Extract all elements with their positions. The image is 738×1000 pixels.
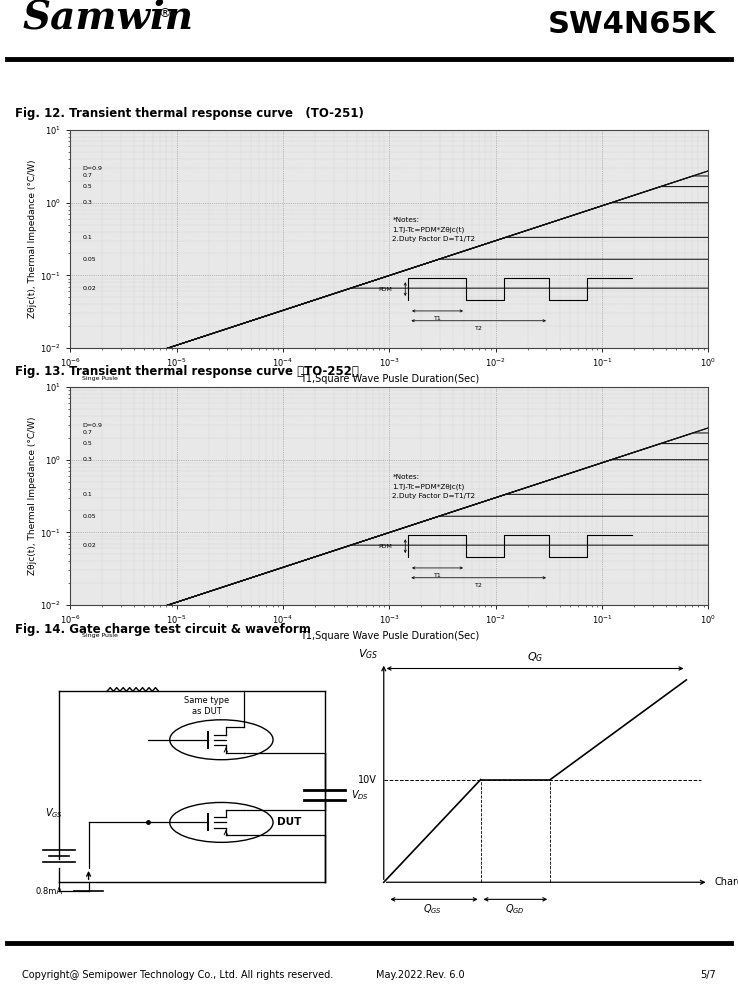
Text: Fig. 12. Transient thermal response curve   (TO-251): Fig. 12. Transient thermal response curv… [15,107,364,120]
Text: 0.7: 0.7 [82,173,92,178]
Text: T2: T2 [475,326,483,331]
Text: Samwin: Samwin [22,0,193,36]
Text: PDM: PDM [379,544,393,549]
Text: Copyright@ Semipower Technology Co., Ltd. All rights reserved.: Copyright@ Semipower Technology Co., Ltd… [22,970,334,980]
Text: $V_{DS}$: $V_{DS}$ [351,788,368,802]
Text: Same type
as DUT: Same type as DUT [184,696,230,716]
Text: Fig. 14. Gate charge test circuit & waveform: Fig. 14. Gate charge test circuit & wave… [15,624,311,637]
Text: $Q_G$: $Q_G$ [527,650,543,664]
Text: 0.5: 0.5 [82,184,92,189]
Text: 0.8mA: 0.8mA [35,887,63,896]
Text: T1: T1 [434,316,441,321]
Text: 0.5: 0.5 [82,441,92,446]
Text: 0.02: 0.02 [82,543,96,548]
Text: 10V: 10V [357,775,376,785]
Text: 0.02: 0.02 [82,286,96,291]
Y-axis label: Zθjc(t), Thermal Impedance (°C/W): Zθjc(t), Thermal Impedance (°C/W) [29,160,38,318]
Text: SW4N65K: SW4N65K [548,10,716,39]
Text: 0.1: 0.1 [82,235,92,240]
Text: Fig. 13. Transient thermal response curve （TO-252）: Fig. 13. Transient thermal response curv… [15,365,359,378]
Text: 0.7: 0.7 [82,430,92,435]
Text: 5/7: 5/7 [700,970,716,980]
Text: 0.1: 0.1 [82,492,92,497]
X-axis label: T1,Square Wave Pusle Duration(Sec): T1,Square Wave Pusle Duration(Sec) [300,374,479,384]
Text: T2: T2 [475,583,483,588]
Text: $V_{GS}$: $V_{GS}$ [45,806,63,820]
Text: PDM: PDM [379,287,393,292]
Text: ®: ® [159,7,171,20]
Text: 0.3: 0.3 [82,200,92,205]
Text: *Notes:
1.Tj-Tc=PDM*Zθjc(t)
2.Duty Factor D=T1/T2: *Notes: 1.Tj-Tc=PDM*Zθjc(t) 2.Duty Facto… [393,217,475,242]
Text: 0.05: 0.05 [82,257,96,262]
Text: $V_{GS}$: $V_{GS}$ [357,648,378,661]
Text: $Q_{GD}$: $Q_{GD}$ [506,902,525,916]
X-axis label: T1,Square Wave Pusle Duration(Sec): T1,Square Wave Pusle Duration(Sec) [300,631,479,641]
Text: May.2022.Rev. 6.0: May.2022.Rev. 6.0 [376,970,465,980]
Text: *Notes:
1.Tj-Tc=PDM*Zθjc(t)
2.Duty Factor D=T1/T2: *Notes: 1.Tj-Tc=PDM*Zθjc(t) 2.Duty Facto… [393,474,475,499]
Text: D=0.9: D=0.9 [82,423,103,428]
Y-axis label: Zθjc(t), Thermal Impedance (°C/W): Zθjc(t), Thermal Impedance (°C/W) [29,417,38,575]
Text: Singe Pusle: Singe Pusle [82,633,118,638]
Text: D=0.9: D=0.9 [82,166,103,171]
Text: DUT: DUT [277,817,301,827]
Text: 0.3: 0.3 [82,457,92,462]
Text: Charge(nC): Charge(nC) [714,877,738,887]
Text: T1: T1 [434,573,441,578]
Text: 0.05: 0.05 [82,514,96,519]
Text: Singe Pusle: Singe Pusle [82,376,118,381]
Text: $Q_{GS}$: $Q_{GS}$ [423,902,442,916]
